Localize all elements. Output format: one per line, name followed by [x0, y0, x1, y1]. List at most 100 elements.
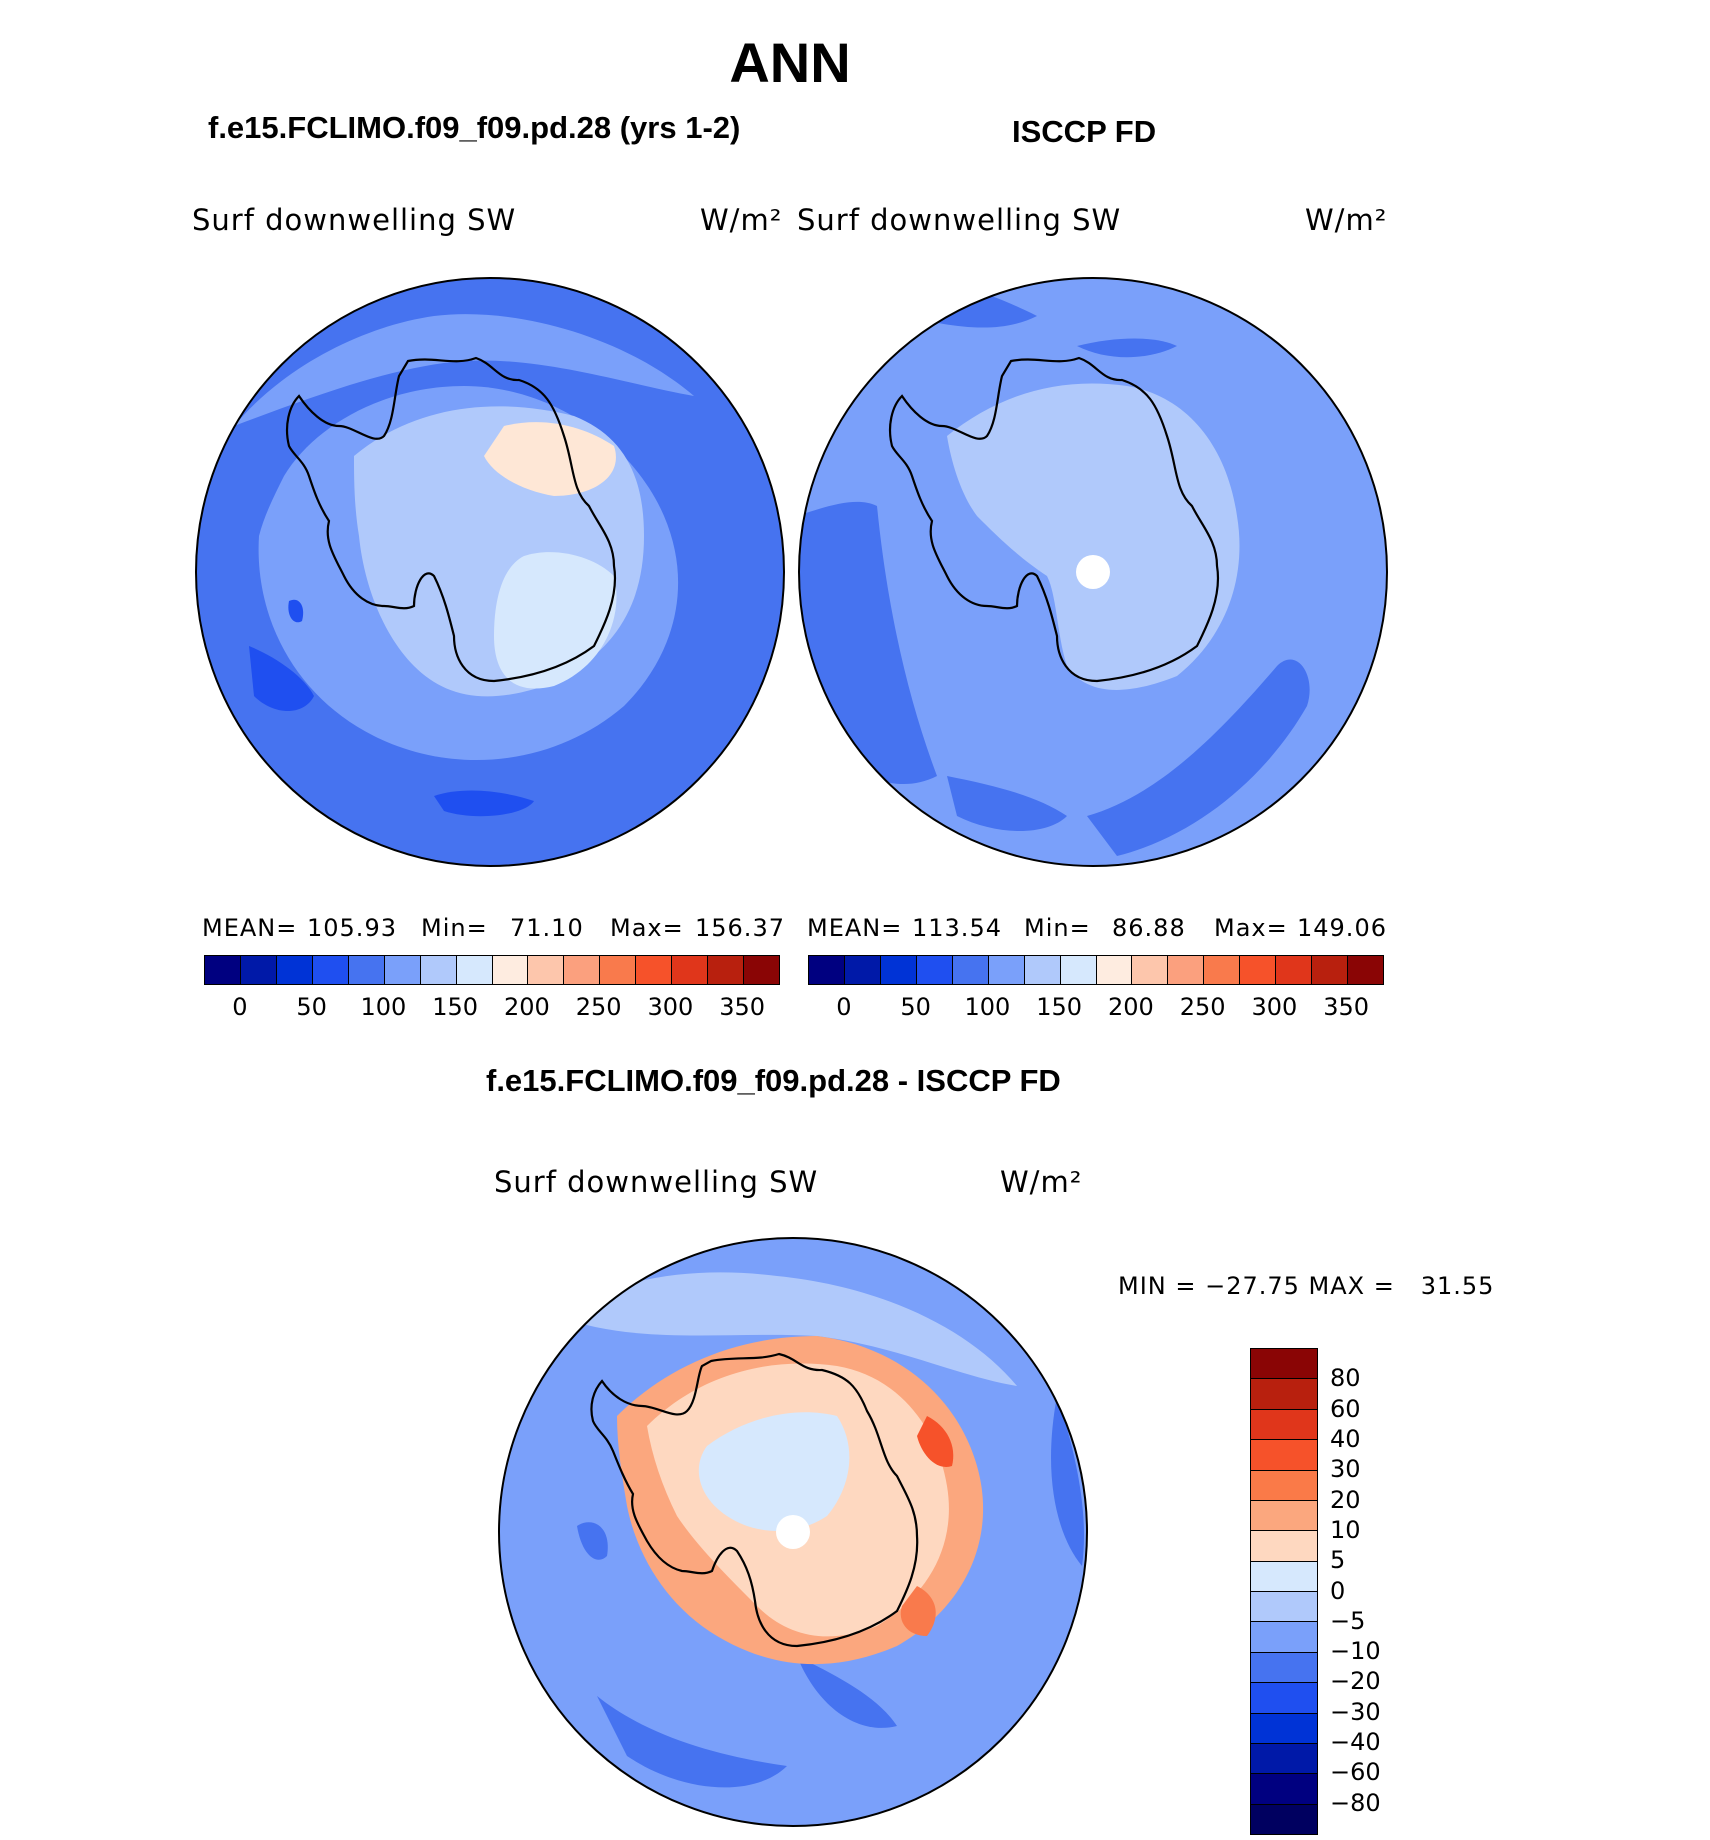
- colorbar-swatch: [1251, 1470, 1317, 1501]
- model-units-label: W/m²: [700, 203, 783, 237]
- colorbar-swatch: [528, 956, 565, 984]
- obs-polar-map: [798, 277, 1388, 867]
- colorbar-swatch: [1251, 1379, 1317, 1410]
- colorbar-tick-label: −20: [1330, 1667, 1381, 1696]
- obs-max-label: Max=: [1214, 914, 1288, 942]
- colorbar-swatch: [384, 956, 421, 984]
- colorbar-swatch: [1348, 956, 1383, 984]
- colorbar-swatch: [1276, 956, 1313, 984]
- colorbar-swatch: [1251, 1531, 1317, 1562]
- colorbar-tick-label: 150: [432, 993, 479, 1021]
- colorbar-tick-label: 80: [1330, 1364, 1361, 1393]
- model-mean-value: 105.93: [307, 914, 397, 942]
- colorbar-swatch: [312, 956, 349, 984]
- diff-case-title: f.e15.FCLIMO.f09_f09.pd.28 - ISCCP FD: [486, 1063, 1061, 1098]
- colorbar-tick-label: 30: [1330, 1455, 1361, 1484]
- colorbar-swatch: [1251, 1349, 1317, 1380]
- obs-variable-label: Surf downwelling SW: [797, 203, 1122, 237]
- diff-variable-label: Surf downwelling SW: [494, 1165, 819, 1199]
- colorbar-swatch: [420, 956, 457, 984]
- colorbar-tick-label: 350: [719, 993, 766, 1021]
- colorbar-swatch: [1251, 1774, 1317, 1805]
- colorbar-tick-label: 250: [1179, 993, 1226, 1021]
- colorbar-swatch: [240, 956, 277, 984]
- colorbar-tick-label: 150: [1036, 993, 1083, 1021]
- colorbar-swatch: [1168, 956, 1205, 984]
- model-variable-label: Surf downwelling SW: [192, 203, 517, 237]
- colorbar-swatch: [1096, 956, 1133, 984]
- colorbar-swatch: [1251, 1804, 1317, 1834]
- colorbar-tick-label: 300: [1251, 993, 1298, 1021]
- model-min-value: 71.10: [510, 914, 584, 942]
- model-max-label: Max=: [610, 914, 684, 942]
- colorbar-swatch: [564, 956, 601, 984]
- model-polar-map: [195, 277, 785, 867]
- colorbar-swatch: [708, 956, 745, 984]
- diff-units-label: W/m²: [1000, 1165, 1083, 1199]
- diff-polar-map: [498, 1237, 1088, 1827]
- colorbar-tick-label: −5: [1330, 1606, 1366, 1635]
- colorbar-swatch: [636, 956, 673, 984]
- colorbar-tick-label: 300: [647, 993, 694, 1021]
- colorbar-tick-label: 20: [1330, 1485, 1361, 1514]
- colorbar-swatch: [492, 956, 529, 984]
- diff-colorbar-ticks: 80 60 40 30 20 10 5 0 −5 −10 −20 −30 −40 −60 −80: [1330, 1348, 1420, 1833]
- model-colorbar: [204, 955, 780, 985]
- obs-mean-value: 113.54: [912, 914, 1002, 942]
- colorbar-swatch: [1251, 1683, 1317, 1714]
- colorbar-swatch: [672, 956, 709, 984]
- colorbar-swatch: [1251, 1743, 1317, 1775]
- obs-max-value: 149.06: [1297, 914, 1387, 942]
- model-min-label: Min=: [421, 914, 488, 942]
- colorbar-swatch: [952, 956, 989, 984]
- colorbar-swatch: [348, 956, 385, 984]
- colorbar-swatch: [1312, 956, 1349, 984]
- colorbar-tick-label: 100: [360, 993, 407, 1021]
- obs-min-label: Min=: [1024, 914, 1091, 942]
- colorbar-tick-label: 50: [296, 993, 327, 1021]
- model-mean-label: MEAN=: [202, 914, 298, 942]
- colorbar-swatch: [1132, 956, 1169, 984]
- colorbar-tick-label: 250: [575, 993, 622, 1021]
- colorbar-tick-label: −80: [1330, 1788, 1381, 1817]
- obs-case-title: ISCCP FD: [1012, 114, 1157, 149]
- colorbar-tick-label: −60: [1330, 1758, 1381, 1787]
- colorbar-swatch: [916, 956, 953, 984]
- colorbar-tick-label: 50: [900, 993, 931, 1021]
- colorbar-swatch: [844, 956, 881, 984]
- diff-colorbar: [1250, 1348, 1318, 1835]
- colorbar-tick-label: 200: [503, 993, 550, 1021]
- colorbar-swatch: [205, 956, 241, 984]
- colorbar-tick-label: −30: [1330, 1697, 1381, 1726]
- colorbar-swatch: [1251, 1713, 1317, 1744]
- colorbar-swatch: [809, 956, 845, 984]
- obs-units-label: W/m²: [1305, 203, 1388, 237]
- page-title: ANN: [729, 31, 851, 94]
- model-case-title: f.e15.FCLIMO.f09_f09.pd.28 (yrs 1-2): [208, 110, 741, 145]
- colorbar-tick-label: −10: [1330, 1637, 1381, 1666]
- colorbar-tick-label: 0: [232, 993, 248, 1021]
- colorbar-swatch: [600, 956, 637, 984]
- colorbar-swatch: [744, 956, 779, 984]
- colorbar-tick-label: 0: [836, 993, 852, 1021]
- colorbar-tick-label: 350: [1323, 993, 1370, 1021]
- colorbar-swatch: [1024, 956, 1061, 984]
- colorbar-tick-label: 200: [1107, 993, 1154, 1021]
- colorbar-swatch: [988, 956, 1025, 984]
- diff-minmax-text: MIN = −27.75 MAX = 31.55: [1118, 1272, 1495, 1300]
- colorbar-swatch: [276, 956, 313, 984]
- colorbar-tick-label: 60: [1330, 1394, 1361, 1423]
- colorbar-swatch: [1251, 1500, 1317, 1532]
- colorbar-swatch: [456, 956, 493, 984]
- obs-colorbar: [808, 955, 1384, 985]
- colorbar-swatch: [1251, 1622, 1317, 1653]
- colorbar-swatch: [1240, 956, 1277, 984]
- colorbar-tick-label: −40: [1330, 1728, 1381, 1757]
- colorbar-tick-label: 10: [1330, 1515, 1361, 1544]
- colorbar-swatch: [1251, 1440, 1317, 1471]
- colorbar-tick-label: 40: [1330, 1424, 1361, 1453]
- colorbar-tick-label: 100: [964, 993, 1011, 1021]
- model-max-value: 156.37: [695, 914, 785, 942]
- colorbar-swatch: [1060, 956, 1097, 984]
- colorbar-swatch: [1204, 956, 1241, 984]
